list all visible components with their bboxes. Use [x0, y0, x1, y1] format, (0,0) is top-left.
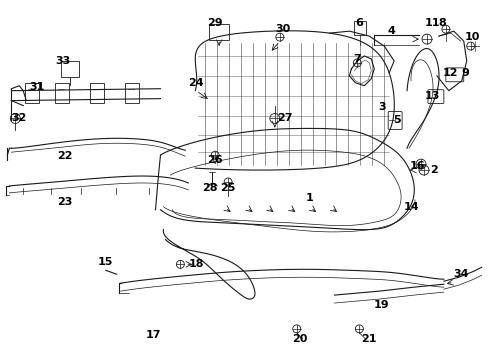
Text: 21: 21	[361, 334, 376, 344]
Bar	[25, 83, 39, 103]
Text: 26: 26	[207, 155, 223, 165]
Text: 10: 10	[464, 32, 479, 42]
Text: 24: 24	[188, 78, 203, 88]
Text: 15: 15	[98, 257, 113, 267]
Text: 20: 20	[291, 334, 307, 344]
Text: 12: 12	[442, 68, 458, 78]
Text: 4: 4	[386, 26, 394, 36]
Bar	[61, 61, 79, 77]
Text: 13: 13	[424, 91, 439, 101]
Bar	[90, 83, 103, 103]
Text: 11: 11	[424, 18, 440, 28]
Text: 17: 17	[145, 330, 161, 340]
Text: 5: 5	[392, 116, 400, 126]
Text: 6: 6	[355, 18, 363, 28]
Text: 27: 27	[277, 113, 292, 123]
Text: 14: 14	[403, 202, 418, 212]
Text: 7: 7	[353, 54, 361, 64]
Text: 28: 28	[202, 183, 218, 193]
Text: 9: 9	[461, 68, 468, 78]
Text: 22: 22	[57, 151, 73, 161]
Text: 3: 3	[378, 102, 385, 112]
Text: 2: 2	[429, 165, 437, 175]
Text: 18: 18	[188, 259, 203, 269]
Text: 33: 33	[55, 56, 71, 66]
Text: 31: 31	[29, 82, 45, 92]
Text: 16: 16	[408, 161, 424, 171]
Text: 30: 30	[275, 24, 290, 34]
Text: 29: 29	[207, 18, 223, 28]
Text: 1: 1	[305, 193, 313, 203]
Text: 19: 19	[373, 300, 388, 310]
Text: 34: 34	[452, 269, 468, 279]
Bar	[55, 83, 69, 103]
Bar	[124, 83, 138, 103]
Text: 32: 32	[12, 113, 27, 123]
Text: 23: 23	[57, 197, 73, 207]
Text: 8: 8	[437, 18, 445, 28]
Bar	[354, 21, 366, 35]
Text: 25: 25	[220, 183, 235, 193]
